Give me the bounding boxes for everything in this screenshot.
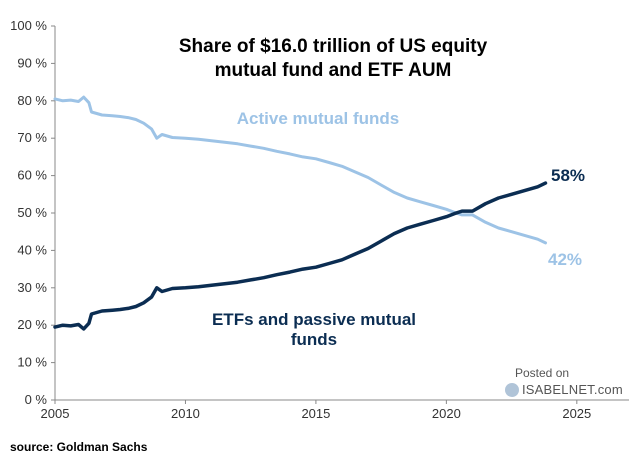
y-tick-label: 20 % [17, 317, 47, 332]
active-series-annotation: Active mutual funds [237, 109, 399, 128]
y-tick-label: 90 % [17, 55, 47, 70]
chart-title-line-2: mutual fund and ETF AUM [215, 60, 452, 81]
y-tick-label: 50 % [17, 205, 47, 220]
watermark-site-name: ISABELNET.com [522, 382, 623, 397]
x-tick-label: 2025 [562, 406, 591, 421]
watermark: Posted on ISABELNET.com [505, 366, 635, 397]
watermark-posted-text: Posted on [515, 366, 570, 380]
series-layer [53, 95, 548, 331]
globe-icon [505, 382, 519, 397]
source-note: source: Goldman Sachs [10, 440, 148, 454]
text-layer: Share of $16.0 trillion of US equity mut… [179, 36, 585, 349]
y-tick-label: 60 % [17, 168, 47, 183]
active-end-value-label: 42% [548, 250, 582, 269]
x-tick-label: 2015 [301, 406, 330, 421]
x-tick-label: 2010 [171, 406, 200, 421]
y-tick-label: 0 % [25, 392, 48, 407]
y-tick-label: 40 % [17, 242, 47, 257]
etf-end-value-label: 58% [551, 166, 585, 185]
y-tick-label: 70 % [17, 130, 47, 145]
x-tick-label: 2005 [41, 406, 70, 421]
y-tick-label: 80 % [17, 93, 47, 108]
chart-title-line-1: Share of $16.0 trillion of US equity [179, 36, 488, 57]
watermark-row: ISABELNET.com [505, 382, 635, 397]
etf-series-line [53, 181, 548, 331]
etf-series-annotation-line-2: funds [291, 330, 337, 349]
etf-series-annotation-line-1: ETFs and passive mutual [212, 310, 416, 329]
y-tick-label: 100 % [10, 18, 47, 33]
y-tick-label: 30 % [17, 280, 47, 295]
x-tick-label: 2020 [432, 406, 461, 421]
y-tick-label: 10 % [17, 355, 47, 370]
axes-layer: 0 % 10 % 20 % 30 % 40 % 50 % 60 % 70 % 80 % 90 % 1… [10, 18, 629, 421]
